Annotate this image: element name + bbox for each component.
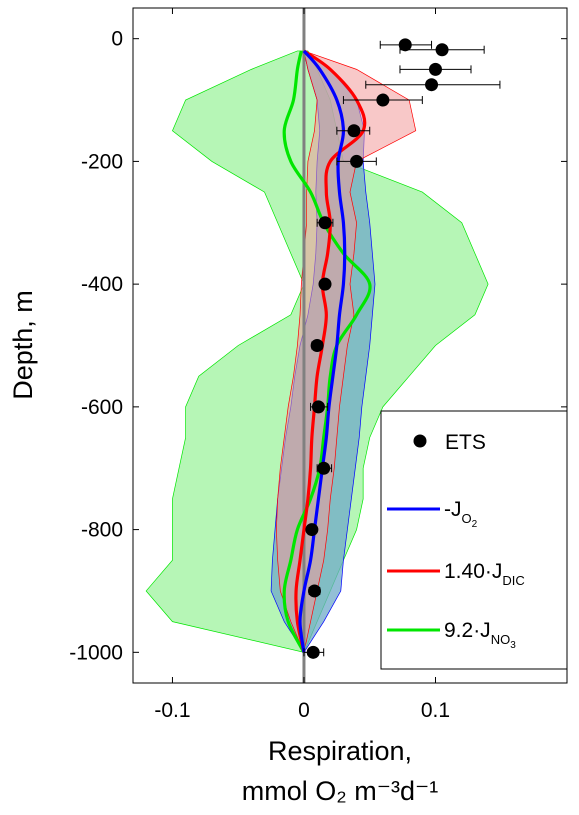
legend-o2-subsub: 2 — [472, 519, 478, 530]
ets-point — [347, 124, 361, 138]
legend-dic-sub: DIC — [502, 573, 524, 588]
y-tick-label: -600 — [81, 396, 123, 419]
x-tick-label: 0 — [298, 699, 310, 722]
ets-point — [318, 216, 332, 230]
legend-dic-label: 1.40·JDIC — [444, 560, 525, 588]
legend-o2-sub: O — [462, 511, 472, 526]
legend-o2-main: -J — [444, 498, 462, 521]
ets-point — [435, 43, 449, 57]
legend: ETS -JO2 1.40·JDIC 9.2·JNO3 — [380, 410, 568, 670]
ets-points — [303, 38, 501, 659]
ets-point — [307, 584, 321, 598]
x-tick-label: 0.1 — [421, 699, 450, 722]
legend-ets-label: ETS — [445, 431, 486, 454]
x-tick-label: -0.1 — [154, 699, 190, 722]
plot-frame — [132, 7, 568, 684]
legend-box — [380, 410, 568, 670]
y-tick-label: -1000 — [69, 641, 123, 664]
legend-no3-subsub: 3 — [510, 640, 516, 651]
ets-point — [318, 277, 332, 291]
y-tick-label: -200 — [81, 150, 123, 173]
legend-no3-label: 9.2·JNO3 — [444, 619, 516, 651]
legend-dic-main: 1.40·J — [444, 560, 502, 583]
legend-o2-label: -JO2 — [444, 498, 478, 530]
x-axis-title-line1: Respiration, — [268, 736, 412, 766]
legend-ets-marker — [413, 434, 427, 448]
x-axis-title-line2: mmol O₂ m⁻³d⁻¹ — [242, 776, 438, 806]
ets-point — [376, 93, 390, 107]
ets-point — [350, 154, 364, 168]
ets-point — [306, 645, 320, 659]
ets-point — [310, 339, 324, 352]
ets-point — [428, 62, 442, 76]
ets-point — [425, 78, 439, 92]
y-tick-label: -400 — [81, 273, 123, 296]
line-o2 — [298, 49, 347, 653]
legend-no3-sub: NO — [491, 632, 511, 647]
y-axis-title: Depth, m — [8, 290, 38, 400]
ets-point — [317, 461, 331, 475]
axis-ticks: 0 -200 -400 -600 -800 -1000 -0.1 0 0.1 — [69, 8, 567, 722]
ets-point — [398, 38, 412, 52]
y-tick-label: -800 — [81, 519, 123, 542]
y-tick-label: 0 — [111, 28, 123, 51]
ets-point — [311, 400, 325, 414]
legend-no3-main: 9.2·J — [444, 619, 491, 642]
ets-point — [305, 523, 319, 537]
